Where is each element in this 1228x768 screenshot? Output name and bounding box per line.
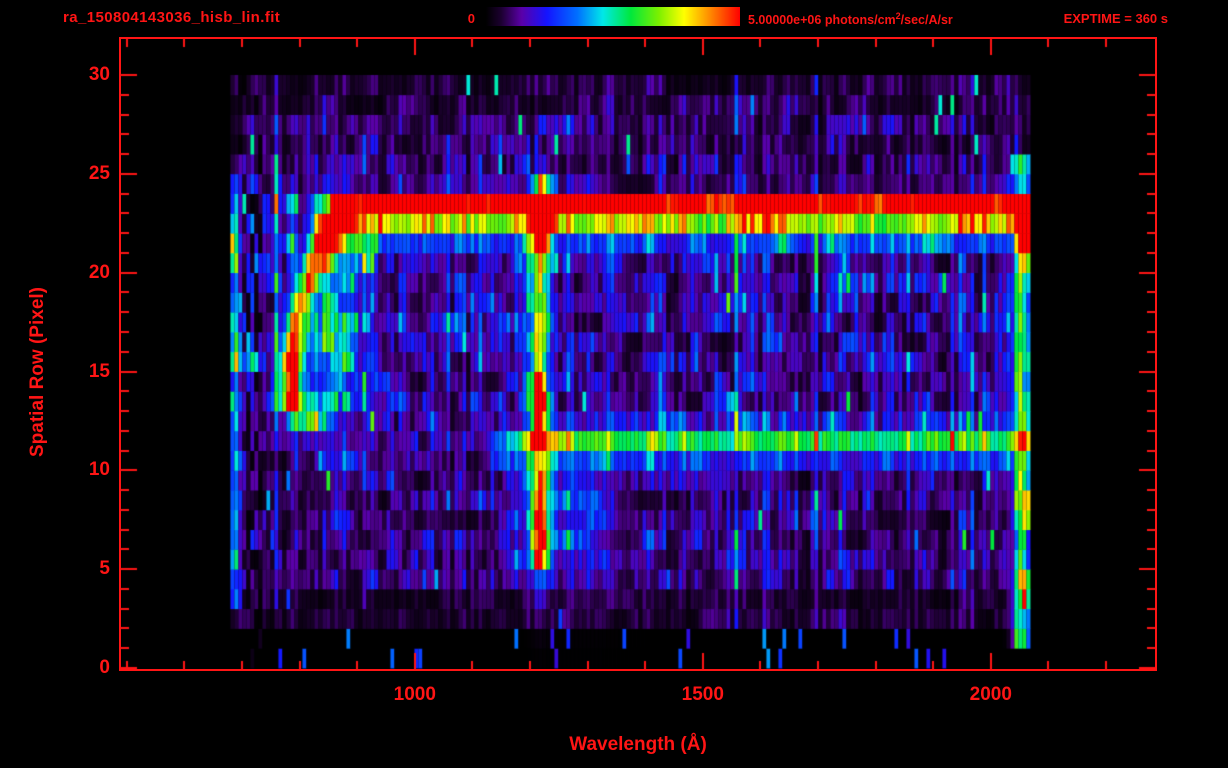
- colorbar-units-suffix: /sec/A/sr: [900, 13, 953, 28]
- colorbar-max-value: 5.00000e+06: [748, 13, 822, 28]
- y-tick-label: 15: [88, 360, 110, 382]
- figure-title: ra_150804143036_hisb_lin.fit: [63, 9, 281, 26]
- y-tick-label: 0: [99, 657, 110, 678]
- colorbar-max-label: 5.00000e+06 photons/cm2/sec/A/sr: [748, 11, 953, 27]
- x-tick-label: 1000: [393, 684, 436, 705]
- x-tick-label: 2000: [969, 684, 1012, 705]
- x-tick-label: 1500: [681, 684, 724, 705]
- colorbar-min-label: 0: [467, 11, 475, 26]
- y-tick-label: 10: [88, 459, 110, 481]
- y-tick-label: 30: [88, 64, 110, 85]
- colorbar-gradient: [486, 7, 740, 26]
- x-axis-title: Wavelength (Å): [569, 734, 707, 755]
- y-tick-label: 5: [99, 558, 110, 580]
- spectral-heatmap-canvas: [121, 39, 1155, 669]
- y-tick-label: 25: [88, 162, 110, 184]
- colorbar-units-exponent: 2: [895, 11, 901, 21]
- y-tick-label: 20: [88, 261, 110, 283]
- exptime-label: EXPTIME = 360 s: [1063, 11, 1168, 26]
- colorbar-units-prefix: photons/cm: [821, 13, 896, 28]
- plot-frame: [119, 37, 1157, 671]
